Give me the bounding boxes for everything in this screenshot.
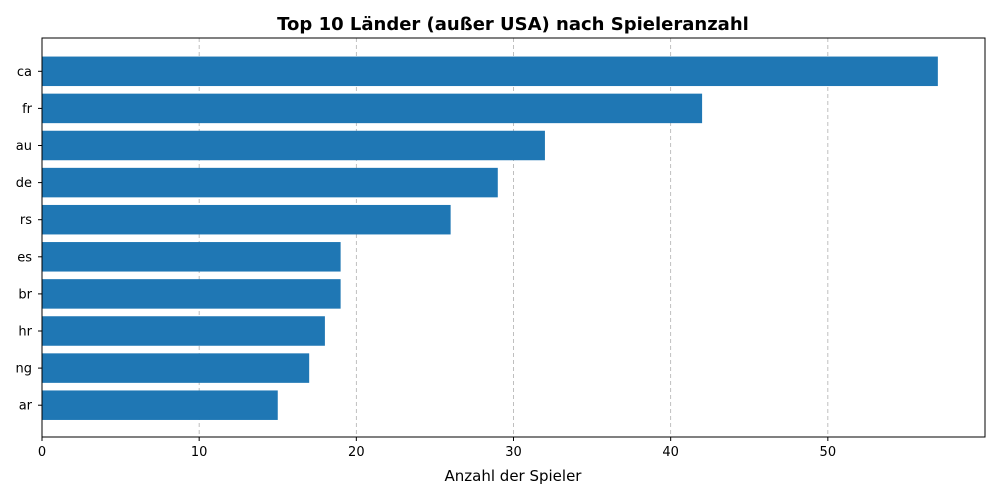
- y-tick-label: fr: [22, 102, 33, 117]
- y-tick-label: ca: [17, 65, 32, 80]
- y-tick-label: rs: [20, 213, 32, 228]
- bar-au: [42, 130, 545, 161]
- x-tick-label: 0: [38, 445, 46, 460]
- y-tick-label: de: [16, 176, 32, 191]
- x-tick-label: 50: [820, 445, 837, 460]
- y-tick-label: au: [16, 139, 32, 154]
- y-axis-ticks: ca fr au de rs es br hr ng ar: [16, 65, 42, 414]
- bar-hr: [42, 316, 325, 346]
- y-tick-label: br: [18, 287, 32, 302]
- bar-ca: [42, 56, 938, 87]
- y-tick-label: es: [17, 250, 32, 265]
- y-tick-label: ng: [16, 362, 33, 377]
- bar-de: [42, 167, 498, 198]
- bars: [42, 56, 938, 420]
- bar-ar: [42, 390, 278, 420]
- bar-br: [42, 279, 341, 309]
- y-tick-label: ar: [19, 399, 33, 414]
- bar-fr: [42, 93, 703, 124]
- y-tick-label: hr: [18, 325, 32, 340]
- chart-title: Top 10 Länder (außer USA) nach Spieleran…: [277, 14, 749, 35]
- x-axis-label: Anzahl der Spieler: [445, 467, 583, 485]
- bar-ng: [42, 353, 310, 383]
- x-tick-label: 30: [505, 445, 522, 460]
- x-tick-label: 10: [191, 445, 208, 460]
- x-axis-ticks: 0 10 20 30 40 50: [38, 437, 836, 460]
- bar-rs: [42, 204, 451, 235]
- x-tick-label: 40: [662, 445, 679, 460]
- bar-es: [42, 242, 341, 272]
- x-tick-label: 20: [348, 445, 365, 460]
